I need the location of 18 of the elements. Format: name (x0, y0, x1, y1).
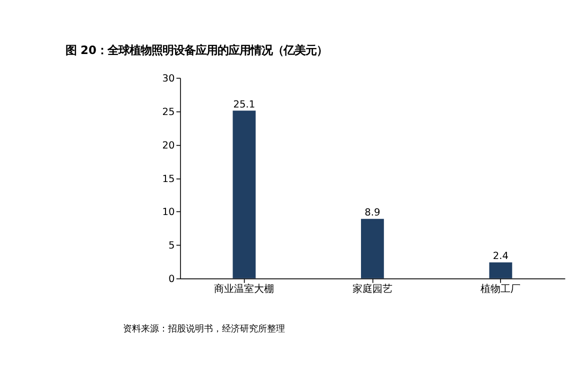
data-label: 2.4 (492, 251, 508, 262)
chart-title: 图 20：全球植物照明设备应用的应用情况（亿美元） (65, 43, 328, 58)
x-tick-label: 家庭园艺 (352, 282, 392, 295)
y-tick-label: 30 (162, 74, 175, 85)
y-tick-label: 20 (162, 140, 175, 152)
bar (360, 218, 384, 278)
y-tick-label: 25 (162, 106, 175, 118)
y-tick-label: 5 (168, 240, 175, 252)
bar (489, 262, 512, 278)
text: 资料来源：招股说明书，经济研究所整理 (122, 324, 285, 335)
y-tick-label: 10 (162, 207, 175, 218)
x-tick-label: 商业温室大棚 (214, 282, 274, 295)
bar (232, 110, 256, 278)
data-label: 8.9 (364, 208, 380, 219)
y-tick-label: 15 (162, 174, 175, 185)
data-label: 25.1 (233, 99, 256, 110)
y-tick-label: 0 (168, 274, 175, 286)
x-tick-label: 植物工厂 (480, 282, 521, 295)
